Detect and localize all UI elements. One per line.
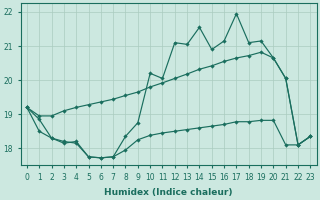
X-axis label: Humidex (Indice chaleur): Humidex (Indice chaleur) xyxy=(104,188,233,197)
